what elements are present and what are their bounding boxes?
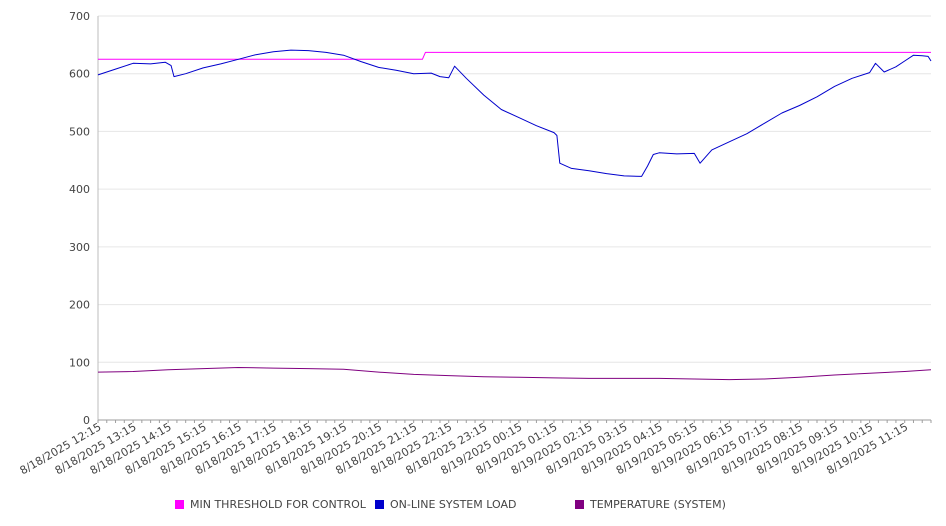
legend-item-system-load: ON-LINE SYSTEM LOAD xyxy=(375,498,516,511)
y-tick-label-200: 200 xyxy=(69,299,90,312)
y-tick-label-300: 300 xyxy=(69,241,90,254)
x-axis: 8/18/2025 12:158/18/2025 13:158/18/2025 … xyxy=(18,419,932,477)
y-tick-label-400: 400 xyxy=(69,183,90,196)
legend-swatch-temperature xyxy=(575,500,584,509)
series-line-2 xyxy=(97,367,932,381)
y-tick-label-600: 600 xyxy=(69,68,90,81)
legend-label-system-load: ON-LINE SYSTEM LOAD xyxy=(390,498,517,511)
series-lines xyxy=(97,49,932,381)
series-line-0 xyxy=(98,51,931,60)
legend-item-temperature: TEMPERATURE (SYSTEM) xyxy=(575,498,726,511)
y-tick-label-500: 500 xyxy=(69,125,90,138)
series-line-1 xyxy=(97,49,932,177)
legend-label-temperature: TEMPERATURE (SYSTEM) xyxy=(590,498,726,511)
legend-label-min-threshold: MIN THRESHOLD FOR CONTROL xyxy=(190,498,366,511)
y-tick-label-0: 0 xyxy=(83,414,90,427)
legend-swatch-system-load xyxy=(375,500,384,509)
gridlines xyxy=(98,15,931,363)
legend-item-min-threshold: MIN THRESHOLD FOR CONTROL xyxy=(175,498,366,511)
legend: MIN THRESHOLD FOR CONTROL ON-LINE SYSTEM… xyxy=(0,498,946,514)
y-tick-label-700: 700 xyxy=(69,10,90,23)
y-axis: 0 100 200 300 400 500 600 700 xyxy=(69,10,99,427)
legend-swatch-min-threshold xyxy=(175,500,184,509)
y-tick-label-100: 100 xyxy=(69,356,90,369)
